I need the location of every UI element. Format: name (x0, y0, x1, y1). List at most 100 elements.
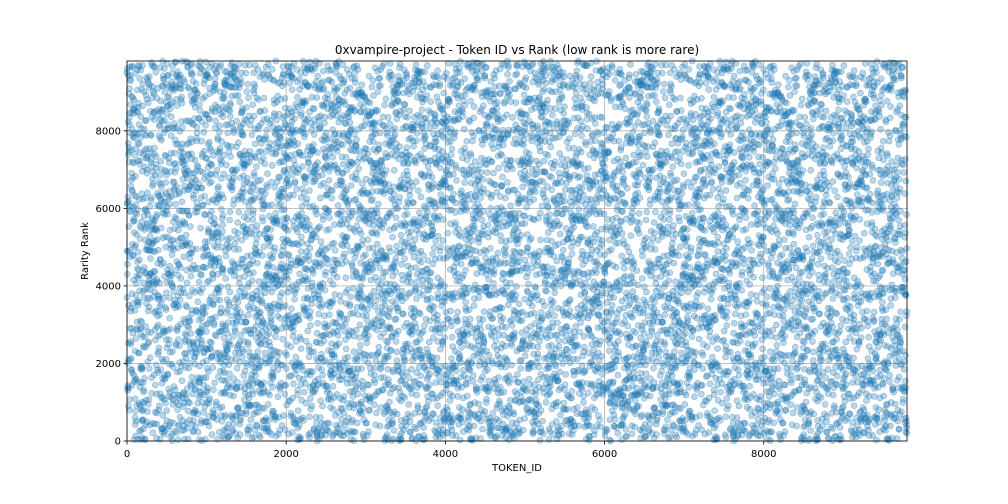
data-point (162, 306, 170, 313)
data-point (310, 105, 318, 113)
data-point (133, 326, 140, 334)
data-point (168, 271, 175, 279)
data-point (477, 169, 485, 176)
data-point (498, 304, 506, 312)
data-point (182, 354, 190, 362)
data-point (329, 382, 337, 390)
data-point (327, 358, 334, 366)
data-point (128, 187, 136, 194)
data-point (218, 206, 225, 213)
data-point (246, 61, 253, 69)
data-point (502, 249, 509, 257)
data-point (132, 145, 140, 152)
data-point (308, 402, 316, 410)
data-point (452, 219, 459, 227)
data-point (371, 364, 378, 372)
data-point (144, 358, 151, 366)
data-point (493, 105, 501, 112)
data-point (133, 129, 141, 137)
scatter-points (123, 57, 911, 445)
data-point (480, 308, 488, 316)
data-point (318, 366, 326, 374)
data-point (133, 298, 141, 306)
data-point (479, 425, 486, 433)
data-point (502, 323, 509, 331)
data-point (307, 322, 314, 329)
data-point (192, 423, 199, 430)
data-point (260, 243, 268, 250)
data-point (129, 94, 137, 102)
data-point (250, 433, 258, 441)
data-point (157, 366, 165, 373)
data-point (129, 188, 136, 195)
data-point (391, 131, 399, 139)
data-point (398, 260, 405, 268)
data-point (264, 170, 271, 177)
data-point (133, 417, 140, 425)
data-point (418, 106, 426, 113)
data-point (137, 149, 144, 157)
data-point (349, 210, 357, 217)
data-point (493, 432, 500, 440)
data-point (137, 67, 145, 74)
data-point (366, 406, 373, 414)
data-point (147, 107, 154, 115)
data-point (419, 327, 427, 335)
data-point (330, 240, 338, 247)
data-point (150, 293, 157, 300)
data-point (260, 319, 268, 327)
data-point (407, 278, 415, 286)
data-point (324, 95, 332, 103)
data-point (229, 183, 236, 191)
data-point (135, 400, 143, 407)
data-point (391, 125, 399, 132)
data-point (502, 243, 510, 251)
data-point (148, 94, 156, 101)
data-point (426, 277, 434, 285)
data-point (288, 305, 295, 313)
data-point (194, 298, 202, 306)
data-point (220, 95, 228, 102)
data-point (322, 155, 330, 162)
data-point (137, 365, 144, 373)
data-point (145, 79, 152, 86)
data-point (189, 71, 196, 78)
data-point (434, 402, 442, 410)
data-point (129, 106, 137, 114)
data-point (440, 89, 448, 97)
data-point (127, 307, 134, 315)
data-point (165, 93, 173, 100)
data-point (127, 203, 134, 210)
data-point (411, 354, 419, 361)
data-point (428, 173, 436, 181)
data-point (447, 184, 454, 192)
data-point (149, 419, 156, 427)
data-point (182, 157, 190, 164)
data-point (226, 208, 234, 216)
data-point (129, 241, 136, 248)
data-point (146, 232, 154, 240)
data-point (174, 436, 182, 444)
data-point (314, 149, 321, 156)
data-point (158, 137, 165, 144)
data-point (492, 181, 499, 189)
data-point (470, 302, 478, 309)
data-point (233, 165, 241, 173)
data-point (164, 371, 172, 379)
data-point (443, 75, 451, 83)
data-point (375, 145, 383, 153)
data-point (305, 257, 313, 264)
data-point (196, 101, 203, 108)
data-point (142, 323, 149, 331)
data-point (137, 330, 144, 338)
data-point (283, 365, 290, 372)
data-point (499, 315, 507, 322)
data-point (154, 321, 162, 329)
data-point (143, 96, 151, 103)
data-point (358, 365, 365, 373)
data-point (322, 268, 329, 276)
data-point (215, 289, 223, 296)
data-point (149, 175, 156, 182)
data-point (211, 75, 219, 82)
data-point (139, 62, 146, 69)
